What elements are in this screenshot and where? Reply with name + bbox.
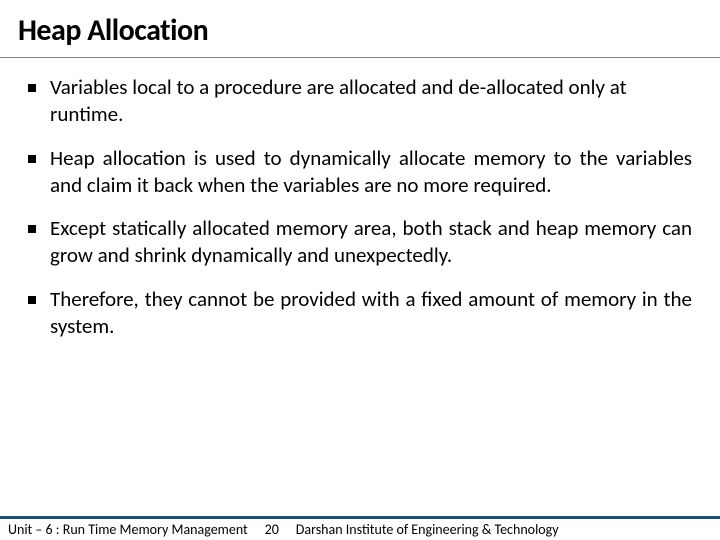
bullet-item: Except statically allocated memory area,… — [28, 215, 692, 270]
title-block: Heap Allocation — [0, 0, 720, 58]
footer-institute-label: Darshan Institute of Engineering & Techn… — [296, 521, 712, 538]
bullet-item: Heap allocation is used to dynamically a… — [28, 145, 692, 200]
slide-title: Heap Allocation — [18, 12, 702, 49]
slide-body: Variables local to a procedure are alloc… — [0, 58, 720, 340]
footer-page-number: 20 — [256, 521, 288, 538]
footer-unit-label: Unit – 6 : Run Time Memory Management — [8, 521, 248, 538]
slide: Heap Allocation Variables local to a pro… — [0, 0, 720, 540]
slide-footer: Unit – 6 : Run Time Memory Management 20… — [0, 516, 720, 540]
bullet-text: Heap allocation is used to dynamically a… — [50, 145, 692, 200]
bullet-item: Therefore, they cannot be provided with … — [28, 286, 692, 341]
bullet-text: Therefore, they cannot be provided with … — [50, 286, 692, 341]
square-bullet-icon — [28, 155, 36, 163]
bullet-text: Variables local to a procedure are alloc… — [50, 74, 692, 129]
bullet-text: Except statically allocated memory area,… — [50, 215, 692, 270]
square-bullet-icon — [28, 296, 36, 304]
bullet-item: Variables local to a procedure are alloc… — [28, 74, 692, 129]
square-bullet-icon — [28, 225, 36, 233]
square-bullet-icon — [28, 84, 36, 92]
